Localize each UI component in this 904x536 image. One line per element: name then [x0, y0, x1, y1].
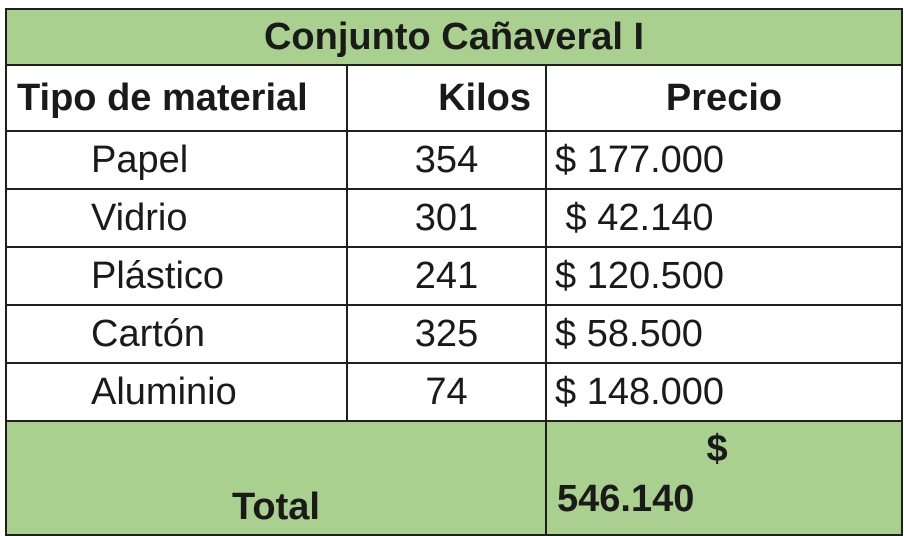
total-value: $ 546.140: [544, 420, 904, 536]
cell-kilos: 241: [346, 246, 547, 306]
table-row: Aluminio 74 $ 148.000: [5, 362, 904, 422]
cell-kilos: 325: [346, 304, 547, 364]
cell-precio: $ 177.000: [544, 130, 904, 190]
table-row: Vidrio 301 $ 42.140: [5, 188, 904, 248]
cell-material: Aluminio: [5, 362, 348, 422]
cell-precio: $ 120.500: [544, 246, 904, 306]
table-row: Plástico 241 $ 120.500: [5, 246, 904, 306]
header-row: Tipo de material Kilos Precio: [5, 64, 904, 132]
cell-material: Papel: [5, 130, 348, 190]
header-material: Tipo de material: [5, 64, 348, 132]
table-title: Conjunto Cañaveral I: [4, 8, 904, 66]
total-amount: 546.140: [557, 478, 695, 520]
cell-precio: $ 58.500: [544, 304, 904, 364]
cell-material: Vidrio: [5, 188, 348, 248]
cell-kilos: 354: [346, 130, 547, 190]
materials-table: Conjunto Cañaveral I Tipo de material Ki…: [4, 8, 904, 536]
header-kilos: Kilos: [346, 64, 547, 132]
title-row: Conjunto Cañaveral I: [4, 8, 904, 66]
cell-kilos: 301: [346, 188, 547, 248]
cell-kilos: 74: [346, 362, 547, 422]
total-currency-symbol: $: [706, 428, 728, 470]
table-row: Cartón 325 $ 58.500: [5, 304, 904, 364]
table-row: Papel 354 $ 177.000: [5, 130, 904, 190]
cell-material: Plástico: [5, 246, 348, 306]
total-row: Total $ 546.140: [5, 420, 904, 536]
total-label: Total: [5, 420, 547, 536]
cell-precio: $ 42.140: [544, 188, 904, 248]
cell-material: Cartón: [5, 304, 348, 364]
header-precio: Precio: [544, 64, 904, 132]
cell-precio: $ 148.000: [544, 362, 904, 422]
